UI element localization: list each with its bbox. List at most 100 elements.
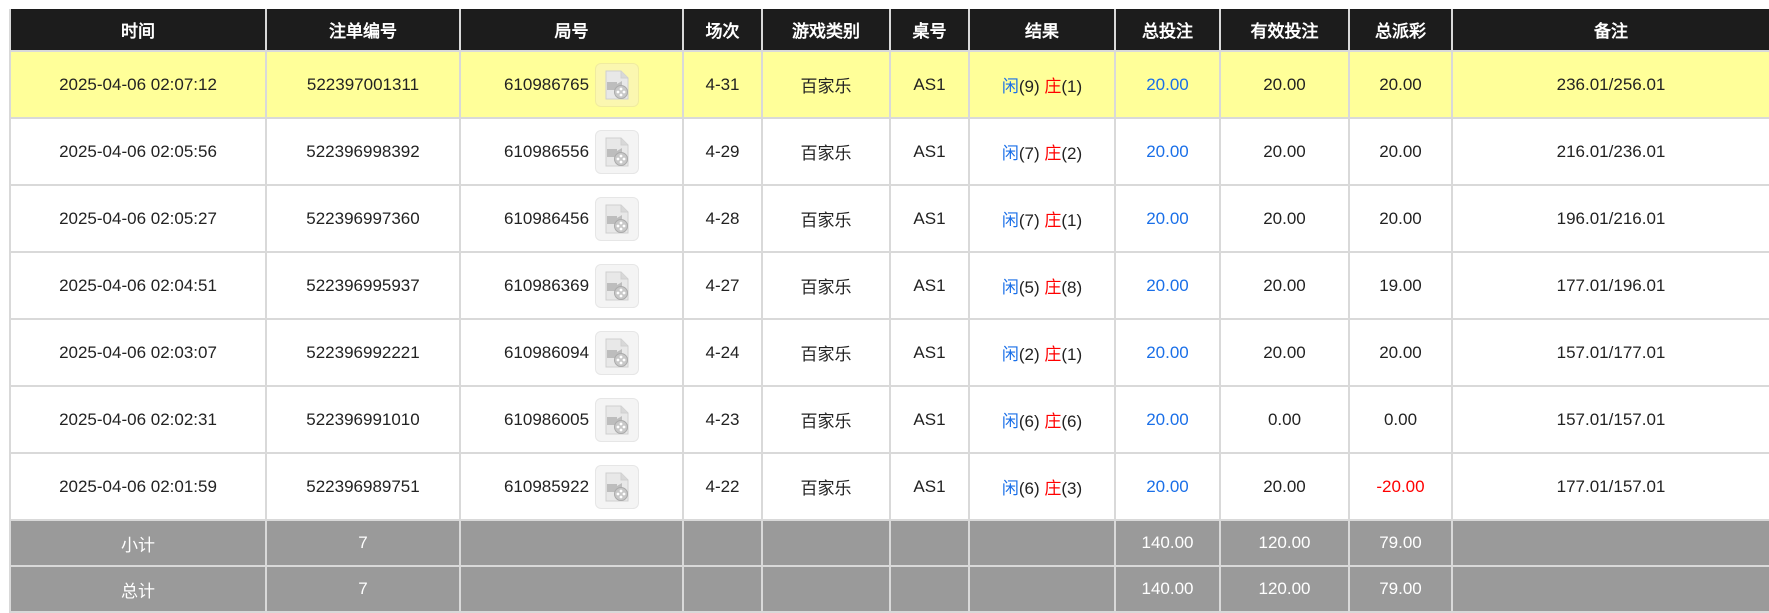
total-valid-bet: 120.00 xyxy=(1219,565,1350,613)
video-replay-icon[interactable] xyxy=(595,397,640,442)
cell-bet-id: 522396989751 xyxy=(265,452,461,521)
player-label: 闲 xyxy=(1001,479,1019,498)
header-round-id: 局号 xyxy=(459,9,684,52)
banker-label: 庄 xyxy=(1044,479,1062,498)
cell-total-bet: 20.00 xyxy=(1114,385,1221,454)
header-note: 备注 xyxy=(1451,9,1769,52)
cell-result: 闲(7) 庄(1) xyxy=(968,184,1116,253)
cell-table-no: AS1 xyxy=(889,251,970,320)
cell-table-no: AS1 xyxy=(889,385,970,454)
player-label: 闲 xyxy=(1001,77,1019,96)
cell-session: 4-29 xyxy=(682,117,763,186)
video-replay-icon[interactable] xyxy=(595,196,640,241)
cell-game-type: 百家乐 xyxy=(761,385,891,454)
table-row[interactable]: 2025-04-06 02:04:51 522396995937 6109863… xyxy=(9,251,1769,320)
round-id-text: 610986556 xyxy=(503,141,590,161)
header-result: 结果 xyxy=(968,9,1116,52)
subtotal-total-bet: 140.00 xyxy=(1114,519,1221,567)
cell-bet-id: 522396997360 xyxy=(265,184,461,253)
cell-valid-bet: 20.00 xyxy=(1219,117,1350,186)
cell-total-bet: 20.00 xyxy=(1114,251,1221,320)
total-payout: 79.00 xyxy=(1348,565,1453,613)
player-score: (6) xyxy=(1018,412,1040,431)
banker-label: 庄 xyxy=(1044,77,1062,96)
subtotal-payout: 79.00 xyxy=(1348,519,1453,567)
banker-label: 庄 xyxy=(1044,144,1062,163)
cell-game-type: 百家乐 xyxy=(761,318,891,387)
cell-total-bet: 20.00 xyxy=(1114,452,1221,521)
cell-note: 157.01/177.01 xyxy=(1451,318,1769,387)
cell-time: 2025-04-06 02:02:31 xyxy=(9,385,267,454)
cell-bet-id: 522396995937 xyxy=(265,251,461,320)
banker-score: (1) xyxy=(1061,345,1083,364)
cell-time: 2025-04-06 02:03:07 xyxy=(9,318,267,387)
cell-bet-id: 522396998392 xyxy=(265,117,461,186)
cell-session: 4-28 xyxy=(682,184,763,253)
cell-total-payout: 19.00 xyxy=(1348,251,1453,320)
cell-total-bet: 20.00 xyxy=(1114,184,1221,253)
table-row[interactable]: 2025-04-06 02:05:27 522396997360 6109864… xyxy=(9,184,1769,253)
table-row[interactable]: 2025-04-06 02:02:31 522396991010 6109860… xyxy=(9,385,1769,454)
round-id-text: 610985922 xyxy=(503,476,590,496)
total-row: 总计 7 140.00 120.00 79.00 xyxy=(9,565,1769,613)
cell-note: 236.01/256.01 xyxy=(1451,50,1769,119)
cell-result: 闲(7) 庄(2) xyxy=(968,117,1116,186)
player-score: (7) xyxy=(1018,144,1040,163)
header-session: 场次 xyxy=(682,9,763,52)
cell-game-type: 百家乐 xyxy=(761,117,891,186)
total-count: 7 xyxy=(265,565,461,613)
player-score: (2) xyxy=(1018,345,1040,364)
video-replay-icon[interactable] xyxy=(595,62,640,107)
round-id-text: 610986456 xyxy=(503,208,590,228)
player-label: 闲 xyxy=(1001,278,1019,297)
total-label: 总计 xyxy=(9,565,267,613)
video-replay-icon[interactable] xyxy=(595,330,640,375)
cell-table-no: AS1 xyxy=(889,452,970,521)
video-replay-icon[interactable] xyxy=(595,263,640,308)
cell-valid-bet: 20.00 xyxy=(1219,318,1350,387)
cell-round-id: 610986765 xyxy=(459,50,684,119)
cell-time: 2025-04-06 02:05:27 xyxy=(9,184,267,253)
table-row[interactable]: 2025-04-06 02:05:56 522396998392 6109865… xyxy=(9,117,1769,186)
cell-valid-bet: 20.00 xyxy=(1219,184,1350,253)
cell-round-id: 610986556 xyxy=(459,117,684,186)
round-id-text: 610986369 xyxy=(503,275,590,295)
player-score: (6) xyxy=(1018,479,1040,498)
cell-session: 4-22 xyxy=(682,452,763,521)
subtotal-label: 小计 xyxy=(9,519,267,567)
banker-score: (1) xyxy=(1061,211,1083,230)
cell-valid-bet: 20.00 xyxy=(1219,50,1350,119)
player-label: 闲 xyxy=(1001,412,1019,431)
cell-total-bet: 20.00 xyxy=(1114,117,1221,186)
subtotal-valid-bet: 120.00 xyxy=(1219,519,1350,567)
cell-note: 177.01/157.01 xyxy=(1451,452,1769,521)
table-row[interactable]: 2025-04-06 02:01:59 522396989751 6109859… xyxy=(9,452,1769,521)
subtotal-row: 小计 7 140.00 120.00 79.00 xyxy=(9,519,1769,567)
cell-game-type: 百家乐 xyxy=(761,251,891,320)
cell-round-id: 610986369 xyxy=(459,251,684,320)
video-replay-icon[interactable] xyxy=(595,129,640,174)
cell-note: 216.01/236.01 xyxy=(1451,117,1769,186)
table-row[interactable]: 2025-04-06 02:07:12 522397001311 6109867… xyxy=(9,50,1769,119)
cell-total-payout: 0.00 xyxy=(1348,385,1453,454)
cell-bet-id: 522396991010 xyxy=(265,385,461,454)
cell-total-bet: 20.00 xyxy=(1114,318,1221,387)
player-score: (5) xyxy=(1018,278,1040,297)
cell-table-no: AS1 xyxy=(889,117,970,186)
header-table-no: 桌号 xyxy=(889,9,970,52)
video-replay-icon[interactable] xyxy=(595,464,640,509)
player-score: (9) xyxy=(1018,77,1040,96)
cell-time: 2025-04-06 02:07:12 xyxy=(9,50,267,119)
cell-time: 2025-04-06 02:05:56 xyxy=(9,117,267,186)
cell-valid-bet: 20.00 xyxy=(1219,251,1350,320)
banker-score: (2) xyxy=(1061,144,1083,163)
cell-valid-bet: 20.00 xyxy=(1219,452,1350,521)
banker-label: 庄 xyxy=(1044,211,1062,230)
cell-valid-bet: 0.00 xyxy=(1219,385,1350,454)
table-row[interactable]: 2025-04-06 02:03:07 522396992221 6109860… xyxy=(9,318,1769,387)
round-id-text: 610986094 xyxy=(503,342,590,362)
round-id-text: 610986765 xyxy=(503,74,590,94)
bet-records-table: 时间 注单编号 局号 场次 游戏类别 桌号 结果 总投注 有效投注 总派彩 备注 2025-04-0… xyxy=(9,9,1769,613)
cell-total-payout: -20.00 xyxy=(1348,452,1453,521)
banker-score: (1) xyxy=(1061,77,1083,96)
